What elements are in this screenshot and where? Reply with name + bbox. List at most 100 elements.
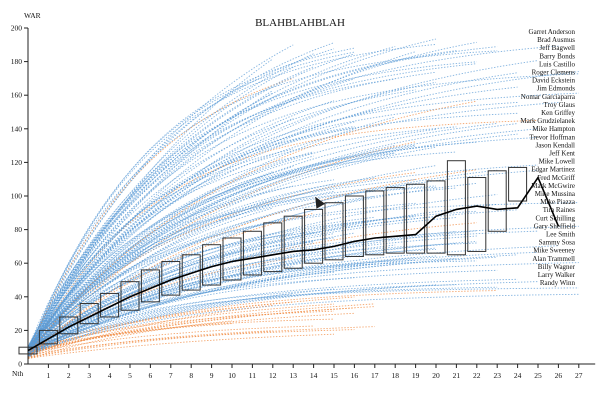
x-tick-label: 23	[493, 371, 501, 380]
player-curve	[27, 269, 498, 354]
player-curve	[27, 116, 396, 357]
x-tick-label: 8	[189, 371, 193, 380]
player-name: Lee Smith	[546, 231, 575, 239]
player-name: Jim Edmonds	[537, 85, 576, 93]
player-curve	[27, 333, 335, 359]
player-curve	[27, 259, 416, 355]
y-tick-label: 40	[15, 292, 23, 301]
player-curve	[27, 256, 498, 356]
x-tick-label: 17	[371, 371, 379, 380]
player-name: Alan Trammell	[532, 255, 575, 263]
player-curve	[27, 169, 498, 350]
x-tick-label: 7	[169, 371, 173, 380]
player-curve	[27, 46, 396, 348]
box-plot	[304, 208, 324, 264]
y-tick-label: 60	[15, 259, 23, 268]
player-curve	[27, 165, 437, 350]
player-curve	[27, 209, 518, 354]
x-tick-label: 2	[67, 371, 71, 380]
box-plot	[283, 215, 303, 269]
box-plot	[59, 316, 79, 335]
player-curve	[27, 225, 579, 352]
player-curve	[27, 203, 498, 353]
player-name: Billy Wagner	[538, 263, 576, 271]
player-curve	[27, 251, 539, 354]
player-name: Garret Anderson	[529, 28, 576, 36]
player-curve	[27, 241, 314, 349]
y-tick-label: 20	[15, 326, 23, 335]
player-name: Mike Hampton	[532, 125, 575, 133]
player-name: Roger Clemens	[532, 69, 576, 77]
player-curve	[27, 71, 437, 352]
box-plot	[406, 183, 426, 254]
player-curve	[27, 202, 579, 349]
player-curve	[27, 152, 396, 359]
player-curve	[27, 151, 314, 353]
player-curve	[27, 288, 335, 352]
box-plot	[487, 170, 507, 232]
box-plot	[38, 329, 58, 345]
box-plot	[263, 222, 283, 273]
player-curve	[27, 78, 355, 353]
x-tick-label: 27	[575, 371, 583, 380]
x-tick-label: 25	[534, 371, 542, 380]
y-tick-label: 160	[11, 91, 23, 100]
player-curve	[27, 66, 294, 354]
x-tick-label: 21	[453, 371, 461, 380]
player-curve	[27, 217, 294, 353]
player-curve	[27, 81, 437, 356]
player-name: Fred McGriff	[537, 174, 575, 182]
box-plot	[140, 269, 160, 303]
box-plot	[100, 292, 120, 318]
player-curve	[27, 77, 294, 354]
player-curve	[27, 125, 355, 350]
player-curve	[27, 304, 273, 359]
x-tick-label: 18	[391, 371, 399, 380]
y-axis-label: WAR	[24, 11, 41, 20]
player-name: Mike Mussina	[535, 190, 576, 198]
player-curve	[27, 262, 579, 359]
player-curve	[27, 123, 518, 347]
box-plot	[385, 187, 405, 254]
box-plot	[324, 202, 344, 261]
player-curve	[27, 183, 335, 348]
player-curve	[27, 325, 314, 354]
player-curve	[27, 326, 375, 359]
player-curve	[27, 44, 294, 351]
x-tick-label: 13	[289, 371, 297, 380]
player-curve	[27, 237, 335, 358]
player-curve	[27, 148, 294, 352]
player-curve	[27, 182, 477, 354]
player-curve	[27, 329, 355, 356]
player-curve	[27, 90, 274, 358]
y-tick-label: 200	[11, 24, 23, 33]
player-curve	[27, 310, 335, 351]
player-curve	[27, 303, 335, 350]
player-curve	[27, 127, 355, 359]
player-curve	[27, 122, 498, 359]
player-curve	[27, 72, 518, 350]
x-tick-label: 19	[412, 371, 420, 380]
player-curve	[27, 230, 477, 357]
player-curve	[27, 171, 273, 356]
x-tick-label: 15	[330, 371, 338, 380]
player-curve	[27, 92, 274, 356]
player-curve	[27, 50, 457, 355]
player-curve	[27, 278, 518, 352]
y-tick-label: 80	[15, 225, 23, 234]
box-plot	[426, 180, 446, 254]
player-curve	[27, 263, 375, 357]
player-name: Luis Castillo	[539, 60, 575, 68]
x-tick-label: 11	[249, 371, 256, 380]
box-plot	[344, 195, 364, 257]
player-curve	[27, 92, 579, 355]
box-plot	[181, 254, 201, 291]
median-line	[27, 175, 560, 352]
player-curve	[27, 171, 294, 350]
box-plot	[508, 166, 528, 202]
player-name: Brad Ausmus	[537, 36, 575, 44]
box-plot	[79, 303, 99, 325]
player-curve	[27, 172, 416, 348]
player-curve	[27, 128, 437, 359]
